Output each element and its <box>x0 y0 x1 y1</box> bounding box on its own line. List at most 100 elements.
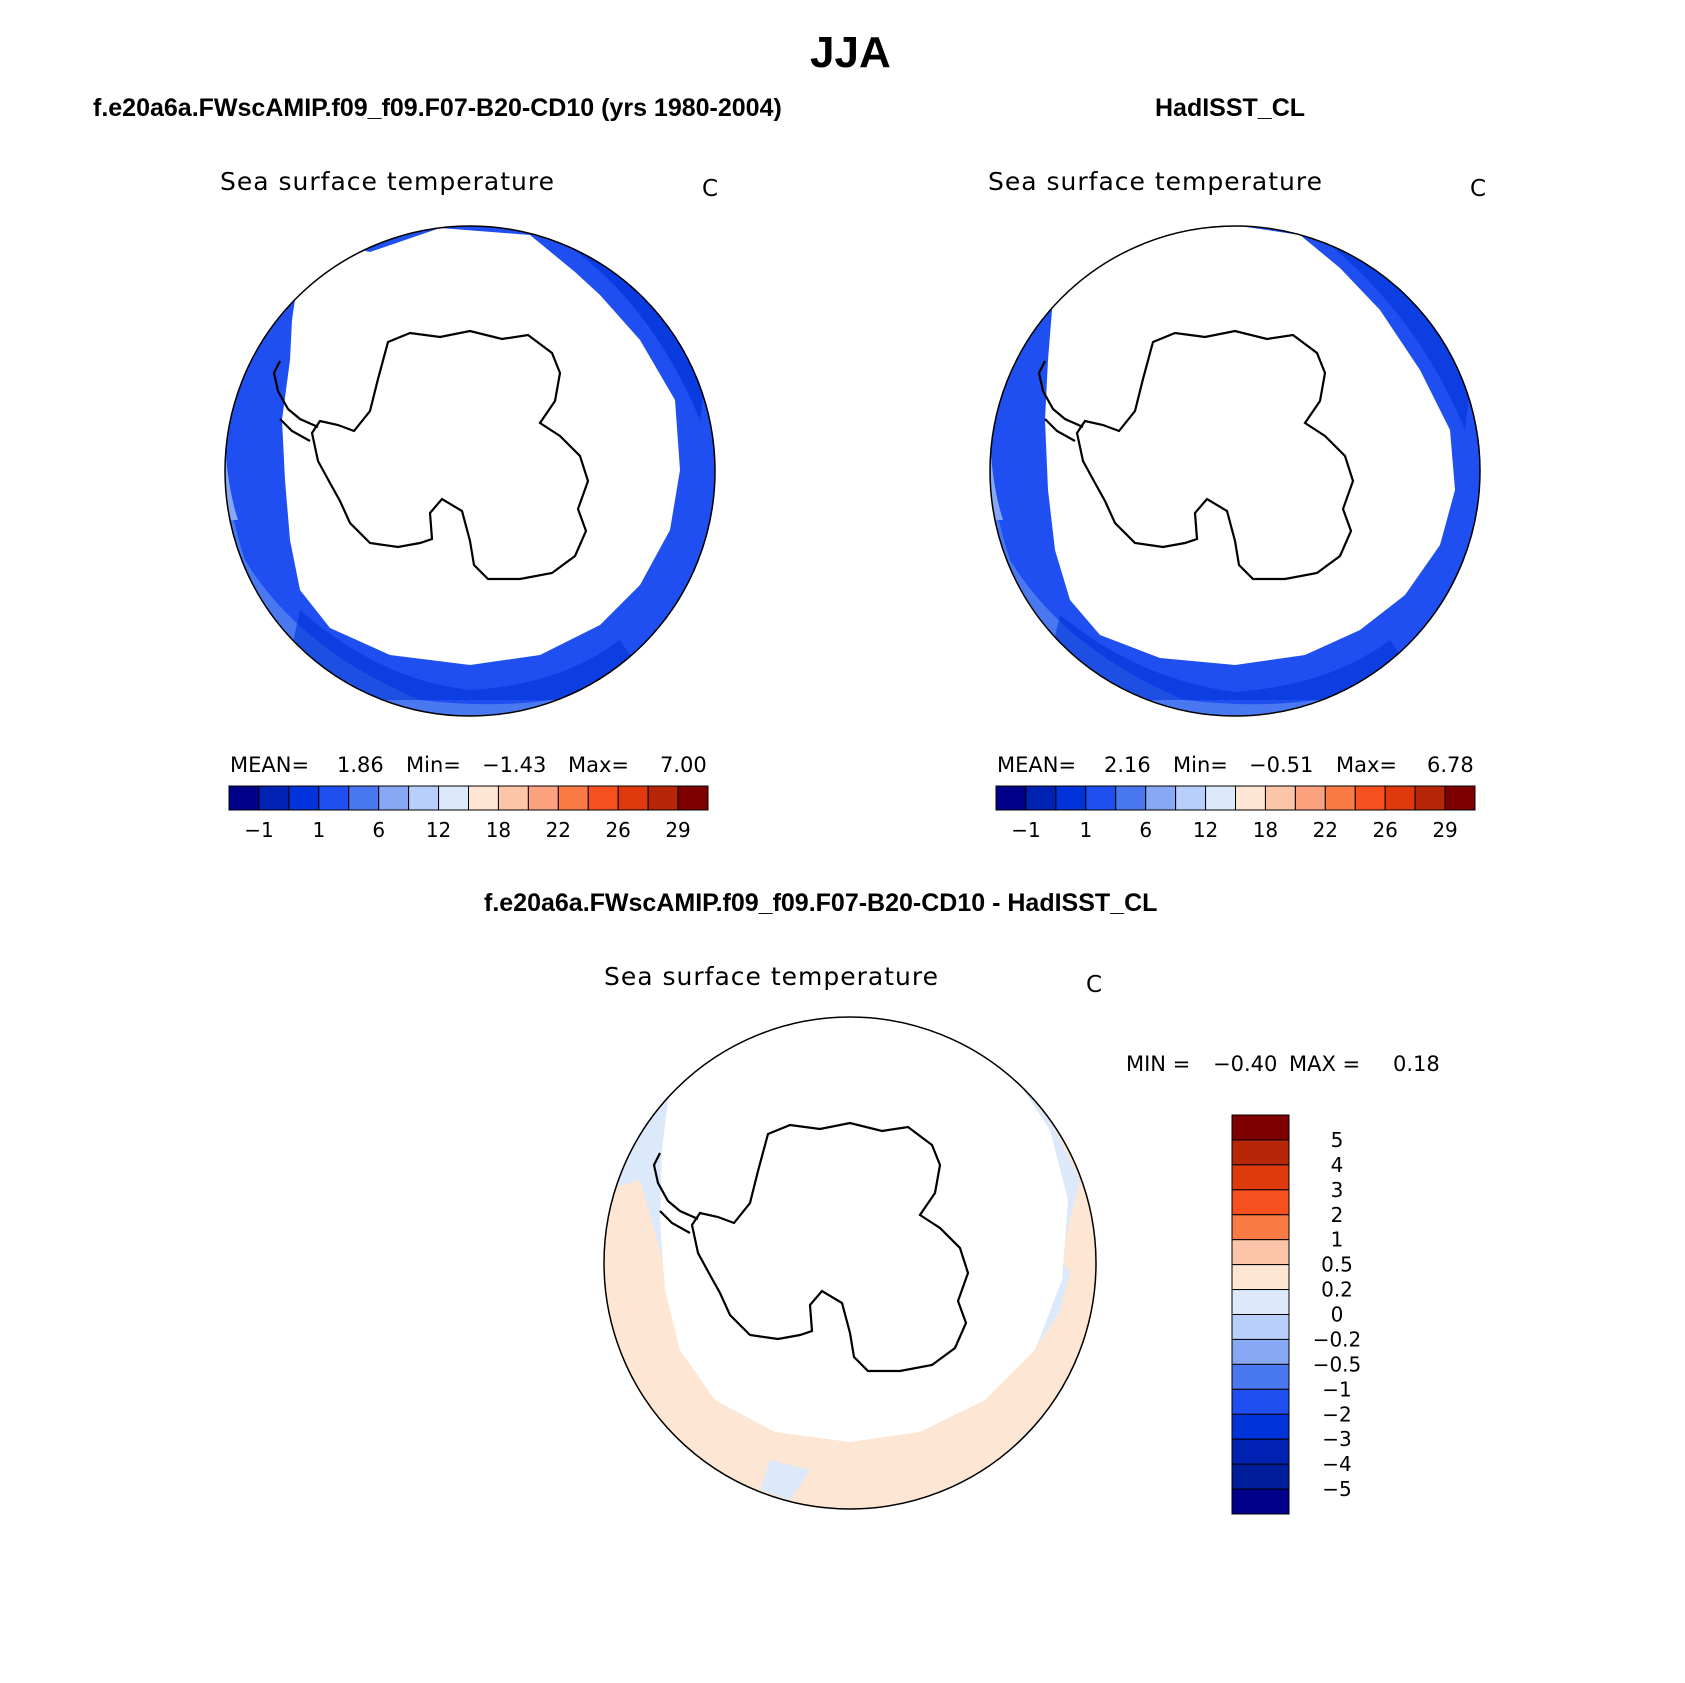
diff-colorbar-swatch <box>1231 1413 1290 1440</box>
diff-colorbar-tick-label: 2 <box>1331 1203 1344 1227</box>
model-min-value: −1.43 <box>482 753 547 777</box>
obs-min-label: Min= <box>1173 753 1228 777</box>
diff-units: C <box>1086 972 1103 998</box>
obs-colorbar-swatch <box>1115 785 1147 811</box>
model-field-label: Sea surface temperature <box>220 167 555 196</box>
obs-units: C <box>1470 176 1487 202</box>
obs-colorbar-swatch <box>1145 785 1177 811</box>
model-max-label: Max= <box>568 753 630 777</box>
obs-colorbar: −1 1 6 12 18 22 26 29 <box>995 785 1476 842</box>
model-max-value: 7.00 <box>660 753 707 777</box>
model-colorbar-tick-label: −1 <box>244 818 273 842</box>
diff-colorbar-tick-label: −0.2 <box>1313 1327 1362 1351</box>
diff-colorbar-swatch <box>1231 1239 1290 1266</box>
diff-max-label: MAX = <box>1289 1052 1361 1076</box>
obs-colorbar-swatch <box>1444 785 1476 811</box>
model-colorbar-swatch <box>527 785 559 811</box>
diff-colorbar-tick-label: −3 <box>1322 1427 1351 1451</box>
diff-colorbar-tick-label: −2 <box>1322 1402 1351 1426</box>
diff-colorbar-tick-label: 0.5 <box>1321 1253 1353 1277</box>
obs-colorbar-swatch <box>1354 785 1386 811</box>
diff-colorbar-tick-label: −1 <box>1322 1377 1351 1401</box>
model-colorbar-swatch <box>318 785 350 811</box>
obs-max-value: 6.78 <box>1427 753 1474 777</box>
obs-map-border <box>989 225 1481 717</box>
model-map-border <box>224 225 716 717</box>
model-colorbar-swatch <box>258 785 290 811</box>
diff-colorbar-tick-label: −4 <box>1322 1452 1351 1476</box>
diff-colorbar-swatch <box>1231 1463 1290 1490</box>
diff-colorbar-swatch <box>1231 1314 1290 1340</box>
model-colorbar-swatch <box>557 785 589 811</box>
model-run-title: f.e20a6a.FWscAMIP.f09_f09.F07-B20-CD10 (… <box>93 94 782 122</box>
model-colorbar-swatch <box>378 785 410 811</box>
model-map <box>225 226 715 716</box>
model-colorbar-tick-label: 29 <box>665 818 690 842</box>
obs-colorbar-swatch <box>1235 785 1266 811</box>
obs-colorbar-swatch <box>995 785 1027 811</box>
diff-min-value: −0.40 <box>1213 1052 1278 1076</box>
diff-map <box>604 1017 1096 1509</box>
model-mean-value: 1.86 <box>337 753 384 777</box>
diff-colorbar-swatch <box>1231 1289 1290 1315</box>
model-colorbar-swatch <box>408 785 440 811</box>
obs-colorbar-swatch <box>1294 785 1326 811</box>
model-colorbar-tick-label: 6 <box>372 818 385 842</box>
model-colorbar-swatch <box>587 785 619 811</box>
model-mean-label: MEAN= <box>230 753 310 777</box>
diff-field-label: Sea surface temperature <box>604 962 939 991</box>
diff-colorbar-swatch <box>1231 1214 1290 1241</box>
obs-colorbar-tick-label: 12 <box>1193 818 1218 842</box>
diff-colorbar-tick-label: 3 <box>1331 1178 1344 1202</box>
model-colorbar-swatch <box>438 785 469 811</box>
obs-max-label: Max= <box>1336 753 1398 777</box>
diff-colorbar-swatch <box>1231 1114 1290 1141</box>
obs-mean-value: 2.16 <box>1104 753 1151 777</box>
diff-colorbar-tick-label: 4 <box>1331 1153 1344 1177</box>
model-colorbar-tick-label: 12 <box>426 818 451 842</box>
model-colorbar-swatch <box>288 785 320 811</box>
obs-colorbar-swatch <box>1025 785 1057 811</box>
diff-run-title: f.e20a6a.FWscAMIP.f09_f09.F07-B20-CD10 -… <box>484 889 1158 917</box>
model-colorbar-swatch <box>468 785 499 811</box>
obs-colorbar-tick-label: −1 <box>1011 818 1040 842</box>
diff-colorbar-swatch <box>1231 1139 1290 1166</box>
obs-colorbar-swatch <box>1384 785 1416 811</box>
diff-colorbar-tick-label: 0.2 <box>1321 1278 1353 1302</box>
obs-colorbar-tick-label: 18 <box>1253 818 1278 842</box>
model-colorbar-tick-label: 1 <box>312 818 325 842</box>
model-colorbar-swatch <box>348 785 380 811</box>
model-colorbar-tick-label: 22 <box>546 818 571 842</box>
obs-colorbar-swatch <box>1324 785 1356 811</box>
diff-map-border <box>603 1016 1097 1510</box>
diff-colorbar-swatch <box>1231 1388 1290 1415</box>
season-title: JJA <box>810 28 891 77</box>
model-colorbar-tick-label: 18 <box>486 818 511 842</box>
obs-mean-label: MEAN= <box>997 753 1077 777</box>
obs-colorbar-swatch <box>1055 785 1087 811</box>
obs-colorbar-tick-label: 29 <box>1432 818 1457 842</box>
model-colorbar-swatch <box>497 785 529 811</box>
diff-colorbar-swatch <box>1231 1438 1290 1465</box>
obs-map <box>990 226 1480 716</box>
model-colorbar-tick-label: 26 <box>605 818 630 842</box>
diff-colorbar-swatch <box>1231 1488 1290 1515</box>
diff-colorbar-tick-label: 1 <box>1331 1228 1344 1252</box>
obs-colorbar-tick-label: 26 <box>1372 818 1397 842</box>
model-colorbar-swatch <box>228 785 260 811</box>
obs-colorbar-tick-label: 22 <box>1313 818 1338 842</box>
obs-colorbar-swatch <box>1264 785 1296 811</box>
obs-colorbar-swatch <box>1205 785 1236 811</box>
obs-field-label: Sea surface temperature <box>988 167 1323 196</box>
model-colorbar-swatch <box>617 785 649 811</box>
diff-colorbar-swatch <box>1231 1338 1290 1365</box>
diff-colorbar-tick-label: 5 <box>1331 1128 1344 1152</box>
diff-colorbar-tick-label: 0 <box>1331 1303 1344 1327</box>
model-units: C <box>702 176 719 202</box>
obs-colorbar-tick-label: 6 <box>1139 818 1152 842</box>
diff-colorbar-swatch <box>1231 1264 1290 1291</box>
diff-max-value: 0.18 <box>1393 1052 1440 1076</box>
obs-colorbar-tick-label: 1 <box>1079 818 1092 842</box>
